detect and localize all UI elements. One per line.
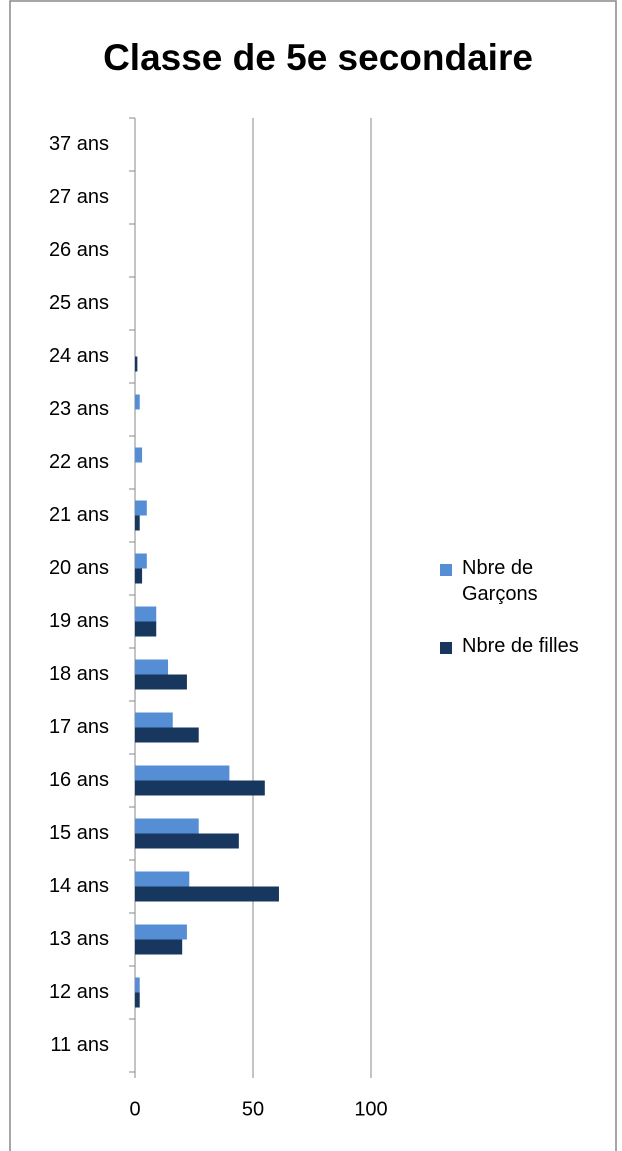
bar [135, 621, 157, 637]
bar [135, 712, 173, 728]
legend-label: Nbre de Garçons [462, 557, 538, 605]
bar [135, 659, 169, 675]
bar [135, 553, 147, 569]
y-tick-label: 26 ans [49, 239, 109, 261]
bar [135, 833, 239, 849]
bar [135, 394, 140, 410]
bar [135, 674, 187, 690]
bar [135, 727, 199, 743]
x-tick-label: 0 [129, 1098, 140, 1120]
bar [135, 500, 147, 516]
bar [135, 568, 143, 584]
y-tick-label: 16 ans [49, 769, 109, 791]
y-tick-label: 25 ans [49, 292, 109, 314]
bar [135, 939, 183, 955]
bar [135, 356, 138, 372]
bar [135, 871, 190, 887]
chart-frame [9, 0, 617, 1151]
y-tick-label: 13 ans [49, 928, 109, 950]
bar [135, 924, 187, 940]
bar [135, 992, 140, 1008]
legend-label: Nbre de filles [462, 635, 579, 657]
y-tick-label: 11 ans [50, 1034, 109, 1056]
y-tick-label: 27 ans [49, 186, 109, 208]
bar [135, 780, 265, 796]
y-tick-label: 19 ans [49, 610, 109, 632]
y-tick-label: 24 ans [49, 345, 109, 367]
y-tick-label: 20 ans [49, 557, 109, 579]
y-tick-label: 37 ans [49, 133, 109, 155]
legend-swatch [440, 642, 452, 654]
bar [135, 765, 230, 781]
y-tick-label: 15 ans [49, 822, 109, 844]
y-tick-label: 23 ans [49, 398, 109, 420]
x-tick-label: 100 [354, 1098, 387, 1120]
bar [135, 818, 199, 834]
chart-title: Classe de 5e secondaire [103, 37, 533, 78]
bar [135, 886, 279, 902]
y-tick-label: 22 ans [49, 451, 109, 473]
bar [135, 977, 140, 993]
y-tick-label: 21 ans [49, 504, 109, 526]
y-tick-label: 18 ans [49, 663, 109, 685]
bar [135, 606, 157, 622]
y-tick-label: 14 ans [49, 875, 109, 897]
y-tick-label: 12 ans [49, 981, 109, 1003]
legend-swatch [440, 564, 452, 576]
x-tick-label: 50 [242, 1098, 264, 1120]
bar [135, 515, 140, 531]
y-tick-label: 17 ans [49, 716, 109, 738]
bar [135, 447, 143, 463]
